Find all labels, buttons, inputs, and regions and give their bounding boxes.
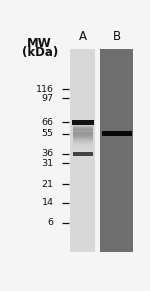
Text: 66: 66 [42, 118, 54, 127]
Bar [70, 49, 96, 252]
Bar [73, 125, 93, 127]
Bar [100, 49, 133, 252]
Text: 31: 31 [42, 159, 54, 168]
Bar [73, 133, 93, 135]
Bar [102, 131, 132, 136]
Bar [73, 133, 93, 134]
Bar [73, 142, 93, 144]
Bar [73, 147, 93, 148]
Bar [73, 138, 93, 139]
Bar [73, 134, 93, 136]
Bar [73, 141, 93, 142]
Bar [73, 127, 93, 129]
Bar [73, 146, 93, 148]
Bar [73, 146, 93, 147]
Bar [73, 135, 93, 137]
Bar [73, 148, 93, 150]
Bar [73, 139, 93, 141]
Bar [73, 132, 93, 134]
Text: 14: 14 [42, 198, 54, 207]
Bar [73, 134, 93, 136]
Bar [73, 136, 93, 138]
Bar [73, 132, 93, 133]
Bar [73, 144, 93, 146]
Bar [73, 147, 93, 149]
Text: 116: 116 [36, 84, 54, 93]
Text: (kDa): (kDa) [22, 46, 58, 59]
Bar [73, 145, 93, 147]
Bar [72, 120, 94, 125]
Bar [73, 130, 93, 132]
Text: A: A [79, 30, 87, 43]
Bar [73, 140, 93, 142]
Bar [73, 131, 93, 133]
Bar [73, 128, 93, 130]
Bar [73, 149, 93, 151]
Text: 55: 55 [42, 129, 54, 138]
Bar [73, 137, 93, 139]
Bar [73, 128, 93, 130]
Bar [73, 143, 93, 144]
Text: MW: MW [27, 37, 52, 50]
Bar [73, 138, 93, 140]
Text: 36: 36 [42, 149, 54, 158]
Text: B: B [113, 30, 121, 43]
Bar [73, 127, 93, 128]
Text: 6: 6 [48, 218, 54, 227]
Text: 21: 21 [42, 180, 54, 189]
Bar [73, 143, 93, 145]
Bar [73, 144, 93, 146]
Bar [73, 136, 93, 138]
Bar [73, 152, 93, 156]
Bar [73, 148, 93, 150]
Bar [73, 130, 93, 132]
Bar [73, 129, 93, 131]
Bar [73, 141, 93, 143]
Text: 97: 97 [42, 94, 54, 103]
Bar [73, 139, 93, 141]
Bar [73, 126, 93, 128]
